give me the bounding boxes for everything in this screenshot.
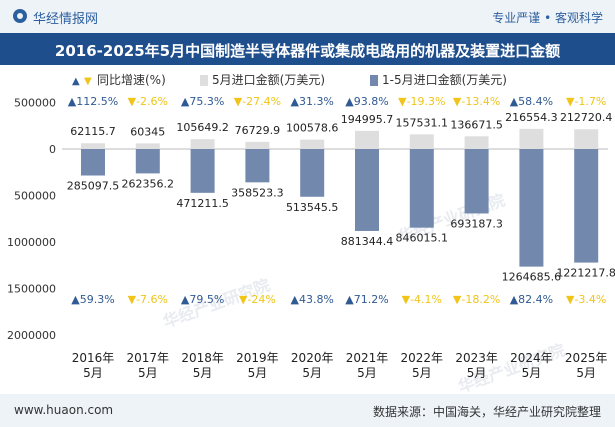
y-tick-label: 500000 xyxy=(14,97,56,110)
legend-yoy-label: 同比增速(%) xyxy=(97,73,166,87)
cum-yoy-label: ▲79.5% xyxy=(181,293,224,306)
cum-value-label: 881344.4 xyxy=(341,235,394,248)
may-bar xyxy=(574,129,599,149)
may-value-label: 60345 xyxy=(130,125,165,138)
may-bar xyxy=(190,139,215,149)
cum-yoy-label: ▼-3.4% xyxy=(566,293,606,306)
cum-yoy-label: ▼-18.2% xyxy=(453,293,500,306)
may-yoy-label: ▼-19.3% xyxy=(398,95,445,108)
x-category-label: 2024年 5月 xyxy=(510,351,553,380)
may-yoy-label: ▲112.5% xyxy=(68,95,118,108)
legend-down-icon: ▼ xyxy=(84,76,92,87)
may-value-label: 212720.4 xyxy=(560,111,613,124)
may-value-label: 157531.1 xyxy=(396,116,449,129)
cum-value-label: 693187.3 xyxy=(450,217,503,230)
cum-yoy-label: ▲59.3% xyxy=(71,293,114,306)
legend-cum-label: 1-5月进口金额(万美元) xyxy=(382,72,507,87)
may-value-label: 62115.7 xyxy=(70,125,116,138)
cum-bar xyxy=(409,149,434,228)
may-value-label: 76729.9 xyxy=(235,124,281,137)
x-category-label: 2022年 5月 xyxy=(401,351,444,380)
x-category-label: 2019年 5月 xyxy=(236,351,279,380)
chart-title: 2016-2025年5月中国制造半导体器件或集成电路用的机器及装置进口金额 xyxy=(54,42,561,60)
cum-value-label: 471211.5 xyxy=(176,197,229,210)
legend-may-label: 5月进口金额(万美元) xyxy=(212,72,325,87)
may-value-label: 216554.3 xyxy=(505,111,558,124)
may-value-label: 100578.6 xyxy=(286,122,339,135)
may-bar xyxy=(464,136,489,149)
may-yoy-label: ▲75.3% xyxy=(181,95,224,108)
cum-bar xyxy=(135,149,160,174)
chart: ▲ ▼ 同比增速(%) 5月进口金额(万美元) 1-5月进口金额(万美元) 500000 0… xyxy=(7,72,615,380)
title-bar: 2016-2025年5月中国制造半导体器件或集成电路用的机器及装置进口金额 xyxy=(0,33,615,65)
cum-value-label: 1221217.8 xyxy=(556,267,615,280)
cum-yoy-label: ▲82.4% xyxy=(510,293,553,306)
legend-cum-swatch xyxy=(370,75,378,86)
cum-bar xyxy=(519,149,544,267)
cum-bar xyxy=(190,149,215,193)
may-yoy-label: ▼-27.4% xyxy=(234,95,281,108)
y-tick-label: 500000 xyxy=(14,190,56,203)
may-bar xyxy=(409,134,434,149)
cum-bar xyxy=(300,149,325,197)
may-bar xyxy=(355,130,379,149)
cum-value-label: 513545.5 xyxy=(286,201,339,214)
legend-up-icon: ▲ xyxy=(72,76,80,87)
cum-value-label: 285097.5 xyxy=(67,180,120,193)
cum-yoy-label: ▼-7.6% xyxy=(128,293,168,306)
may-bar xyxy=(519,128,544,149)
legend-may-swatch xyxy=(200,75,208,86)
cum-bar xyxy=(81,149,105,176)
site-url: www.huaon.com xyxy=(14,403,114,417)
y-tick-label: 2000000 xyxy=(7,329,56,342)
may-value-label: 136671.5 xyxy=(450,118,503,131)
cum-yoy-label: ▲71.2% xyxy=(345,293,388,306)
cum-value-label: 358523.3 xyxy=(231,186,284,199)
footer-bar: www.huaon.com 数据来源：中国海关，华经产业研究院整理 xyxy=(0,394,615,427)
cum-bar xyxy=(574,149,599,263)
may-value-label: 194995.7 xyxy=(341,113,394,126)
may-yoy-label: ▼-2.6% xyxy=(128,95,168,108)
may-yoy-label: ▲58.4% xyxy=(510,95,553,108)
may-bar xyxy=(81,143,105,149)
y-tick-label: 0 xyxy=(49,143,56,156)
cum-value-label: 846015.1 xyxy=(396,232,449,245)
may-bar xyxy=(245,141,270,149)
x-category-label: 2017年 5月 xyxy=(127,351,170,380)
top-bar: 华经情报网 专业严谨 • 客观科学 xyxy=(0,0,615,33)
data-source: 数据来源：中国海关，华经产业研究院整理 xyxy=(372,405,601,419)
x-category-label: 2020年 5月 xyxy=(291,351,334,380)
logo-icon xyxy=(13,9,27,23)
cum-value-label: 1264685.6 xyxy=(502,271,562,284)
may-yoy-label: ▼-13.4% xyxy=(453,95,500,108)
cum-bar xyxy=(464,149,489,214)
may-bar xyxy=(300,139,325,149)
y-tick-label: 1500000 xyxy=(7,283,56,296)
cum-bar xyxy=(355,149,379,231)
cum-value-label: 262356.2 xyxy=(122,177,175,190)
x-category-label: 2016年 5月 xyxy=(72,351,115,380)
may-yoy-label: ▲93.8% xyxy=(345,95,388,108)
tagline: 专业严谨 • 客观科学 xyxy=(492,11,603,25)
x-category-label: 2023年 5月 xyxy=(455,351,498,380)
x-category-label: 2021年 5月 xyxy=(346,351,389,380)
may-yoy-label: ▼-1.7% xyxy=(566,95,606,108)
y-tick-label: 1000000 xyxy=(7,236,56,249)
cum-yoy-label: ▼-4.1% xyxy=(402,293,442,306)
may-yoy-label: ▲31.3% xyxy=(290,95,333,108)
brand-name: 华经情报网 xyxy=(33,12,99,27)
may-value-label: 105649.2 xyxy=(176,121,229,134)
cum-yoy-label: ▼-24% xyxy=(239,293,276,306)
x-category-label: 2025年 5月 xyxy=(565,351,608,380)
x-category-label: 2018年 5月 xyxy=(181,351,224,380)
may-bar xyxy=(135,143,160,149)
cum-bar xyxy=(245,149,270,183)
cum-yoy-label: ▲43.8% xyxy=(290,293,333,306)
